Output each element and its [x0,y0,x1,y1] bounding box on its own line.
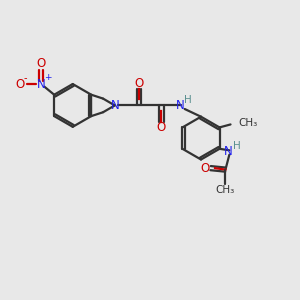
Text: O: O [134,76,144,90]
Text: CH₃: CH₃ [216,185,235,195]
Text: O: O [157,121,166,134]
Text: O: O [36,57,45,70]
Text: N: N [176,99,184,112]
Text: N: N [110,99,119,112]
Text: -: - [23,73,27,83]
Text: H: H [184,95,191,105]
Text: H: H [232,141,240,152]
Text: N: N [224,145,233,158]
Text: +: + [44,73,51,82]
Text: O: O [200,162,209,175]
Text: O: O [15,78,25,91]
Text: N: N [36,78,45,91]
Text: CH₃: CH₃ [239,118,258,128]
